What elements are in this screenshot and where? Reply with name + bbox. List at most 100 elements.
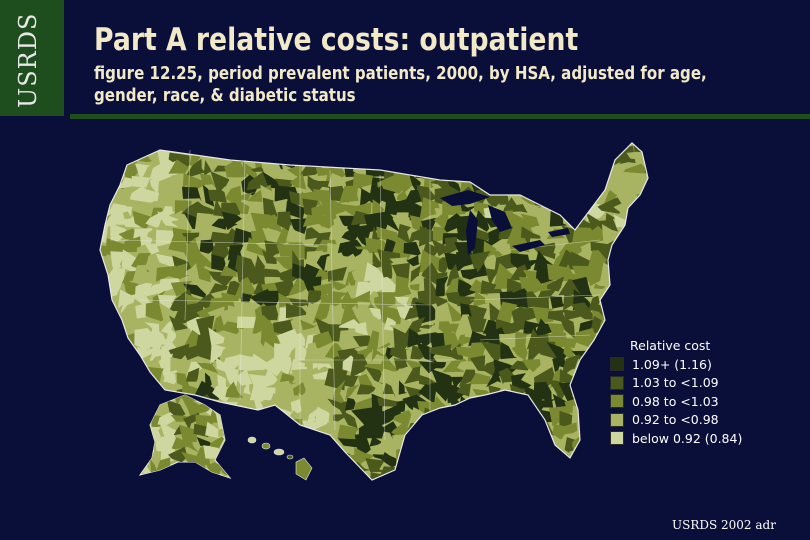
hsa-region [510, 423, 529, 440]
hsa-region [467, 316, 487, 333]
legend-swatch [610, 394, 624, 409]
hsa-region [402, 447, 427, 463]
hsa-region [235, 396, 256, 411]
hsa-region [421, 151, 442, 169]
hsa-region [140, 421, 152, 443]
hsa-region [376, 405, 402, 427]
hsa-region [287, 145, 310, 167]
hsa-region [559, 154, 579, 160]
hsa-region [312, 382, 333, 400]
hsa-region [639, 475, 648, 480]
hsa-region [639, 199, 648, 219]
hsa-region [312, 302, 331, 324]
hsa-region [100, 379, 108, 398]
hsa-region [468, 304, 487, 320]
hsa-region [527, 160, 544, 181]
hsa-region [117, 143, 140, 156]
hsa-region [471, 450, 488, 464]
hsa-region [298, 164, 323, 177]
hsa-region [474, 148, 488, 166]
hsa-region [194, 212, 220, 234]
hsa-region [227, 422, 241, 438]
hsa-region [239, 445, 261, 464]
hsa-region [573, 161, 596, 179]
hsa-region [493, 478, 519, 480]
hsa-region [300, 319, 318, 331]
hsa-region [100, 472, 111, 480]
hsa-region [495, 143, 516, 153]
hsa-region [262, 214, 283, 233]
hsa-region [168, 446, 188, 463]
hsa-region [558, 315, 575, 339]
hsa-region [377, 173, 403, 194]
hawaii [247, 436, 313, 481]
hsa-region [623, 163, 648, 174]
hsa-region [511, 305, 531, 326]
hsa-region [532, 173, 557, 192]
hsa-region [586, 348, 605, 361]
hsa-region [584, 385, 608, 402]
hsa-region [135, 282, 153, 296]
hsa-region [645, 288, 648, 308]
hsa-region [338, 319, 360, 329]
hsa-region [311, 465, 336, 480]
hsa-region [133, 399, 152, 411]
hsa-region [369, 436, 388, 447]
hsa-region [385, 471, 396, 480]
hsa-region [496, 435, 517, 452]
hsa-region [226, 414, 230, 428]
hsa-region [106, 394, 130, 414]
hsa-region [118, 464, 139, 480]
hsa-region [207, 306, 225, 323]
hsa-region [445, 176, 463, 196]
hsa-region [131, 253, 152, 274]
hsa-region [417, 463, 441, 478]
hsa-region [533, 382, 552, 402]
hsa-region [612, 253, 632, 273]
hsa-region [602, 224, 622, 247]
hsa-region [620, 165, 633, 183]
hsa-region [338, 329, 361, 348]
hsa-region [225, 460, 240, 480]
hsa-region [567, 174, 581, 193]
page-title: Part A relative costs: outpatient [94, 22, 579, 58]
hsa-region [135, 163, 151, 179]
hsa-region [395, 275, 412, 298]
hsa-region [170, 472, 190, 478]
hsa-region [104, 203, 129, 219]
hsa-region [436, 410, 453, 430]
hsa-region [315, 317, 334, 337]
hsa-region [181, 397, 201, 419]
hsa-region [225, 444, 238, 469]
hsa-region [510, 175, 531, 194]
hsa-region [625, 457, 648, 479]
hsa-region [623, 445, 647, 467]
hsa-region [183, 283, 207, 298]
legend-item: 0.92 to <0.98 [610, 411, 742, 430]
hsa-region [545, 464, 568, 476]
hsa-region [431, 145, 452, 163]
hsa-region [236, 316, 257, 328]
hsa-region [347, 143, 354, 153]
hsa-region [610, 174, 632, 196]
hsa-region [640, 276, 648, 295]
hsa-region [469, 372, 491, 385]
hsa-region [104, 374, 128, 383]
hsa-region [100, 342, 115, 363]
hsa-region [106, 320, 125, 338]
hsa-region [251, 315, 272, 336]
hsa-region [455, 434, 479, 454]
hsa-region [639, 452, 648, 469]
hsa-region [372, 452, 387, 460]
hsa-region [537, 465, 559, 479]
hsa-region [520, 213, 540, 229]
hsa-region [481, 452, 501, 467]
hsa-region [444, 237, 459, 255]
great-lakes [440, 190, 570, 255]
hsa-region [211, 254, 226, 272]
hsa-region [376, 226, 400, 244]
hsa-region [442, 408, 466, 425]
hsa-region [611, 265, 632, 282]
hsa-region [572, 276, 593, 298]
